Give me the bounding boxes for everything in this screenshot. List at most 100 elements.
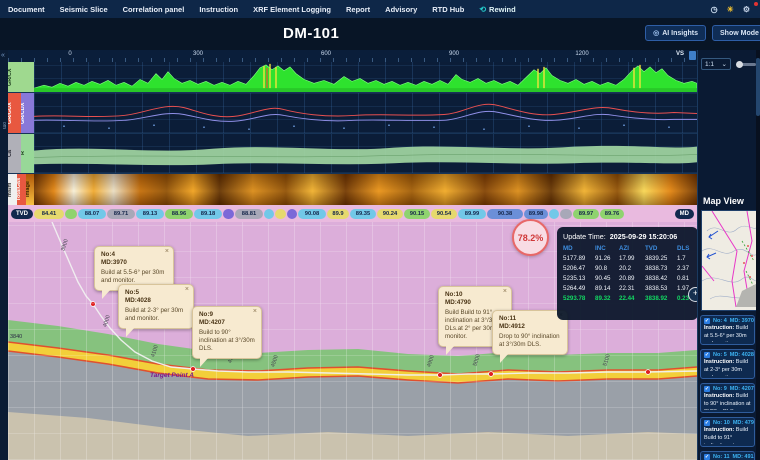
left-panel-label: om [1,122,7,129]
collapse-chevron-icon[interactable]: « [1,52,5,59]
menu-item-instruction[interactable]: Instruction [199,4,239,14]
survey-row[interactable]: 5293.78 89.32 22.44 3838.92 0.23 [563,294,690,302]
track-label-grcdx[interactable]: GR/CDX [21,93,34,133]
tvd-segments: 84.41 88.07 89.71 89.13 88.96 89.18 88.81 90.08… [34,208,674,219]
track-row-gr2: GR/GUX GR/CDX [8,93,697,134]
settings-icon[interactable]: ⚙ [742,4,750,14]
track-row-ca: Ca R [8,134,697,174]
tvd-segment [275,208,286,219]
ruler-scroll-thumb[interactable] [689,51,696,60]
ruler-tick-label: 0 [68,51,72,57]
tvd-segment: 89.18 [194,208,222,219]
instruction-card[interactable]: ✓ No: 10 MD: 4790 Instruction: Build Build … [700,417,755,447]
close-icon[interactable]: × [184,286,189,293]
survey-table: MD INC AZI TVD DLS 5177.89 91.26 17.99 3839… [563,244,692,303]
menu-item-advisory[interactable]: Advisory [385,4,418,14]
zoom-slider[interactable] [736,61,756,68]
tvd-segment [223,208,234,219]
track-label-ca[interactable]: Ca [8,134,21,173]
track-label-image[interactable]: image [26,174,34,205]
menu-item-rtd-hub[interactable]: RTD Hub [432,4,465,14]
checkbox-icon[interactable]: ✓ [704,318,710,324]
survey-row[interactable]: 5177.89 91.26 17.99 3839.25 1.7 [563,254,686,262]
strata-svg [8,222,697,460]
survey-row[interactable]: 5235.13 90.45 20.89 3838.42 0.81 [563,274,690,282]
update-time-value: 2025-09-29 15:20:06 [609,232,678,241]
callout-no5: × No:5 MD:4028 Build at 2-3° per 30m and … [118,284,194,337]
tvd-segment: 90.54 [431,208,457,219]
instruction-no: No: 9 [713,386,727,392]
menu-item-rewind[interactable]: ⟲ Rewind [479,4,516,14]
instruction-text: Instruction: Build at 2-3° per 30m and m… [704,359,749,376]
instruction-md: MD: 4207 [729,386,754,392]
survey-update-panel: Update Time: 2025-09-29 15:20:06 MD INC … [557,227,703,320]
checkbox-icon[interactable]: ✓ [704,352,710,358]
scrollbar[interactable] [756,50,760,460]
track-plot-image-log [34,174,697,205]
menu-item-report[interactable]: Report [345,4,371,14]
instruction-card[interactable]: ✓ No: 4 MD: 3970 Instruction: Build at 5.5-… [700,315,755,345]
tvd-segment: 90.08 [298,208,326,219]
survey-table-body: 5177.89 91.26 17.99 3839.25 1.7 5206.47 90.8 20… [563,253,692,303]
survey-row[interactable]: 5206.47 90.8 20.2 3838.73 2.37 [563,264,690,272]
tvd-segment: 89.13 [136,208,164,219]
tvd-segment: 89.71 [107,208,135,219]
tvd-segment: 89.76 [600,208,624,219]
scrollbar-thumb[interactable] [756,58,760,116]
instruction-no: No: 10 [713,420,730,426]
menu-item-seismic-slice[interactable]: Seismic Slice [59,4,108,14]
menu-item-xrf-logging[interactable]: XRF Element Logging [253,4,331,14]
track-label-grgux[interactable]: GR/GUX [8,93,21,133]
track-label-r[interactable]: R [21,134,34,173]
map-svg [702,211,759,308]
zoom-slider-knob[interactable] [736,61,743,68]
col-azi: AZI [619,245,629,252]
instruction-card[interactable]: ✓ No: 5 MD: 4028 Instruction: Build at 2-3°… [700,349,755,379]
checkbox-icon[interactable]: ✓ [704,420,710,426]
close-icon[interactable]: × [502,288,507,295]
track-row-image: ms/m TotalGas image [8,174,697,205]
map-view-title: Map View [703,196,744,206]
instruction-card[interactable]: ✓ No: 9 MD: 4207 Instruction: Build to 90° … [700,383,755,413]
tvd-strip: TVD 84.41 88.07 89.71 89.13 88.96 89.18 88.81 9… [8,205,697,222]
tvd-segment [65,208,77,219]
close-icon[interactable]: × [164,248,169,255]
update-time-label: Update Time: [563,232,606,241]
survey-dots [90,301,651,378]
menu-item-correlation[interactable]: Correlation panel [122,4,185,14]
theme-icon[interactable]: ☀ [726,4,734,14]
show-mode-button[interactable]: Show Mode [712,25,760,41]
clock-icon[interactable]: ◷ [710,4,718,14]
close-icon[interactable]: × [252,308,257,315]
checkbox-icon[interactable]: ✓ [704,386,710,392]
tvd-left-badge: TVD [11,208,33,219]
map-thumbnail[interactable] [701,210,760,311]
instruction-md: MD: 4028 [729,352,754,358]
tvd-segment [560,208,572,219]
tvd-segment: 84.41 [34,208,64,219]
track-label-msm[interactable]: ms/m [8,174,17,205]
instruction-text: Instruction: Build to 90° inclination at… [704,393,751,410]
ruler-tick-label: 900 [448,51,460,57]
track-label-grcx[interactable]: GR/CX [8,62,34,92]
instruction-no: No: 4 [713,318,727,324]
well-path [51,222,697,376]
rewind-icon: ⟲ [479,4,487,14]
zoom-scale-select[interactable]: 1:1 ⌄ [701,58,731,70]
callout-no4: × No:4 MD:3970 Build at 5.5-6° per 30m an… [94,246,174,299]
survey-row[interactable]: 5264.49 89.14 22.31 3838.53 1.97 [563,284,690,292]
track-label-totalgas[interactable]: TotalGas [17,174,26,205]
checkbox-icon[interactable]: ✓ [704,454,710,460]
track-plot-gr [34,62,697,92]
instruction-md: MD: 4790 [732,420,755,426]
ruler-tick-label: 600 [320,51,332,57]
ai-insights-button[interactable]: ◎ AI Insights [645,25,706,41]
gr-curve [34,64,697,92]
track-plot-band [34,134,697,173]
tvd-segment: 89.9 [327,208,349,219]
menu-item-document[interactable]: Document [8,4,45,14]
instruction-list: ✓ No: 4 MD: 3970 Instruction: Build at 5.5-… [700,315,755,460]
track-plot-resistivity [34,93,697,133]
col-dls: DLS [677,245,690,252]
